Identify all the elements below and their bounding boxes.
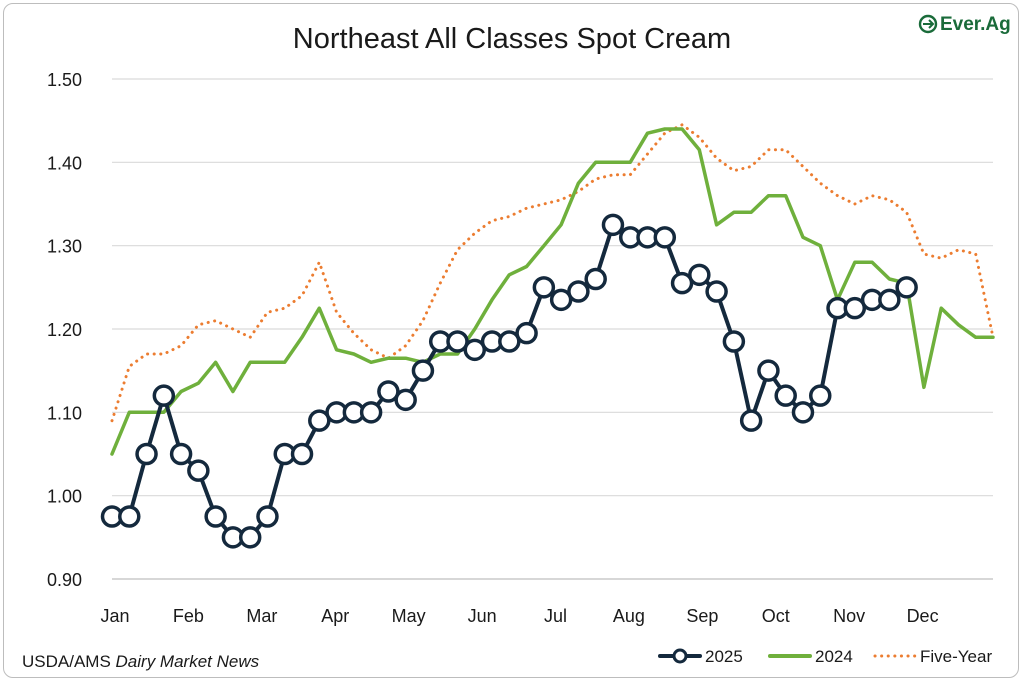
data-point xyxy=(809,384,832,407)
data-point xyxy=(446,330,469,353)
data-point xyxy=(722,330,746,353)
data-point xyxy=(238,526,262,549)
data-point xyxy=(515,321,538,345)
data-point xyxy=(895,276,918,299)
legend-item-2025: 2025 xyxy=(658,647,743,666)
source-prefix: USDA/AMS xyxy=(22,652,116,671)
y-axis-tick-labels: 0.90 1.00 1.10 1.20 1.30 1.40 1.50 xyxy=(47,70,82,590)
data-point xyxy=(670,271,694,295)
gridlines xyxy=(112,78,993,580)
series-2025 xyxy=(100,213,918,549)
data-point xyxy=(359,401,383,424)
data-point xyxy=(567,280,590,303)
series-line xyxy=(110,127,995,456)
series-line xyxy=(110,222,909,540)
y-tick-label: 1.50 xyxy=(47,70,82,90)
x-axis-tick-labels: Jan Feb Mar Apr May Jun Jul Aug Sep Oct Nov Dec xyxy=(100,606,938,626)
y-tick-label: 1.40 xyxy=(47,153,82,173)
data-point xyxy=(152,384,176,407)
data-point xyxy=(498,330,521,353)
data-point xyxy=(757,359,780,382)
x-tick-label: Mar xyxy=(246,606,277,626)
x-tick-label: Apr xyxy=(321,606,349,626)
ever-ag-logo: Ever.Ag xyxy=(918,14,1011,35)
data-point xyxy=(774,384,797,407)
data-point xyxy=(549,288,573,312)
data-point xyxy=(290,442,314,466)
legend-marker xyxy=(672,648,688,664)
data-point xyxy=(791,401,815,424)
data-point xyxy=(377,380,400,403)
data-point xyxy=(169,442,193,466)
series-2024 xyxy=(110,127,995,456)
x-tick-label: Sep xyxy=(686,606,718,626)
legend-item-2024: 2024 xyxy=(768,647,853,666)
ever-ag-logo-text: Ever.Ag xyxy=(940,14,1011,35)
y-tick-label: 0.90 xyxy=(47,570,82,590)
data-point xyxy=(204,505,227,528)
data-point xyxy=(187,459,210,482)
source-note: USDA/AMS Dairy Market News xyxy=(22,652,260,671)
x-tick-label: Jun xyxy=(468,606,497,626)
data-point xyxy=(256,505,279,528)
series-line xyxy=(110,123,995,423)
data-point xyxy=(135,442,158,466)
y-tick-label: 1.20 xyxy=(47,320,82,340)
series-layer xyxy=(100,123,995,549)
ever-ag-logo-arrow xyxy=(923,19,935,29)
data-point xyxy=(532,276,556,299)
x-tick-label: Aug xyxy=(613,606,645,626)
chart-title: Northeast All Classes Spot Cream xyxy=(293,23,731,55)
data-point xyxy=(688,263,711,287)
x-tick-label: Nov xyxy=(833,606,865,626)
data-point xyxy=(601,213,625,237)
legend-label: 2025 xyxy=(705,647,743,666)
legend-label: 2024 xyxy=(815,647,853,666)
ever-ag-logo-mark xyxy=(918,14,938,34)
data-point xyxy=(411,359,435,382)
series-five-year xyxy=(110,123,995,423)
x-tick-label: May xyxy=(392,606,426,626)
data-point xyxy=(584,267,607,291)
x-tick-label: Feb xyxy=(173,606,204,626)
data-point xyxy=(118,505,141,528)
data-point xyxy=(394,388,417,412)
x-tick-label: Jan xyxy=(100,606,129,626)
data-point xyxy=(739,409,763,432)
data-point xyxy=(843,296,867,320)
x-tick-label: Jul xyxy=(544,606,567,626)
y-tick-label: 1.10 xyxy=(47,403,82,423)
x-tick-label: Dec xyxy=(907,606,939,626)
legend: 2025 2024 Five-Year xyxy=(658,647,992,666)
data-point xyxy=(705,280,728,303)
y-tick-label: 1.30 xyxy=(47,237,82,257)
data-point xyxy=(308,409,331,432)
y-tick-label: 1.00 xyxy=(47,487,82,507)
data-point xyxy=(878,288,901,312)
x-tick-label: Oct xyxy=(762,606,790,626)
legend-label: Five-Year xyxy=(920,647,992,666)
legend-item-five-year: Five-Year xyxy=(873,647,992,666)
data-point xyxy=(653,226,677,249)
source-italic: Dairy Market News xyxy=(116,652,260,671)
data-point xyxy=(463,338,487,362)
